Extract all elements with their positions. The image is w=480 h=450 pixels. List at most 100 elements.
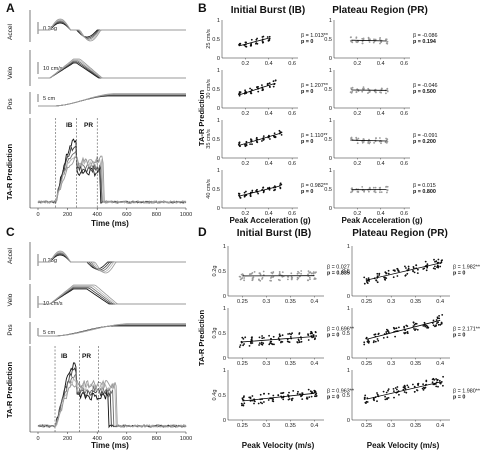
data-point xyxy=(312,271,315,273)
data-point xyxy=(258,342,261,344)
data-point xyxy=(238,275,241,278)
data-point xyxy=(387,389,389,392)
position-trace xyxy=(38,323,186,337)
y-tick-label: 1 xyxy=(223,368,226,374)
regression-line xyxy=(239,132,281,146)
data-point xyxy=(244,41,247,44)
beta-value: β = 1.013** xyxy=(301,33,329,39)
y-tick-label: 0.5 xyxy=(212,87,220,93)
data-point xyxy=(238,194,240,197)
data-point xyxy=(274,136,277,139)
data-point xyxy=(424,325,427,328)
data-point xyxy=(363,398,366,400)
data-point xyxy=(368,138,370,141)
data-point xyxy=(309,332,312,335)
data-point xyxy=(350,138,353,140)
data-point xyxy=(367,92,369,94)
p-value: p = 0 xyxy=(453,333,465,339)
beta-value: β = 0.982** xyxy=(301,183,329,189)
data-point xyxy=(387,272,390,275)
data-point xyxy=(243,277,246,279)
x-tick-label: 400 xyxy=(93,212,102,218)
data-point xyxy=(382,390,385,393)
data-point xyxy=(310,395,313,398)
data-point xyxy=(307,388,310,391)
y-tick-label: 0.5 xyxy=(324,137,332,143)
data-point xyxy=(268,82,271,85)
data-point xyxy=(287,276,290,278)
x-tick-label: 0.2 xyxy=(353,211,361,217)
data-point xyxy=(257,402,260,405)
data-point xyxy=(368,190,370,193)
data-point xyxy=(257,90,260,93)
data-point xyxy=(238,43,241,46)
data-point xyxy=(271,397,274,400)
data-point xyxy=(271,400,274,402)
data-point xyxy=(262,89,264,91)
data-point xyxy=(249,87,252,90)
data-point xyxy=(442,384,444,387)
data-point xyxy=(279,187,282,190)
data-point xyxy=(416,389,419,392)
y-tick-label: 0 xyxy=(217,156,220,162)
data-point xyxy=(314,271,317,274)
data-point xyxy=(250,38,253,41)
data-point xyxy=(379,37,381,39)
data-point xyxy=(259,279,262,282)
data-point xyxy=(267,392,270,395)
data-point xyxy=(250,342,252,345)
data-point xyxy=(416,272,419,274)
data-point xyxy=(300,272,302,275)
data-point xyxy=(386,189,389,191)
data-point xyxy=(374,340,377,343)
x-tick-label: 0.3 xyxy=(263,423,271,429)
y-tick-label: 1 xyxy=(329,18,332,24)
data-point xyxy=(273,189,275,192)
data-point xyxy=(412,321,415,324)
scale-label-velo: 10 cm/s xyxy=(43,66,63,72)
data-point xyxy=(248,273,251,276)
data-point xyxy=(313,391,316,394)
y-tick-label: 0.5 xyxy=(218,331,226,337)
y-tick-label: 0 xyxy=(329,56,332,62)
beta-value: β = 0.027 xyxy=(327,265,350,271)
data-point xyxy=(424,260,427,263)
data-point xyxy=(281,341,284,343)
panel-d: Initial Burst (IB) Plateau Region (PR) T… xyxy=(197,228,480,450)
x-tick-label: 0.2 xyxy=(353,61,361,67)
x-tick-label: 600 xyxy=(122,212,131,218)
data-point xyxy=(431,378,434,381)
data-point xyxy=(270,276,273,278)
data-point xyxy=(245,45,248,48)
data-point xyxy=(315,335,317,337)
data-point xyxy=(278,335,281,337)
data-point xyxy=(301,392,303,394)
data-point xyxy=(438,317,441,320)
data-point xyxy=(421,387,424,390)
data-point xyxy=(380,142,382,145)
x-tick-label: 0.25 xyxy=(237,423,248,429)
data-point xyxy=(415,322,418,325)
row-label-velo: Velo xyxy=(7,66,14,79)
data-point xyxy=(437,321,439,324)
y-tick-label: 0 xyxy=(347,418,350,424)
column-title-initial-burst: Initial Burst (IB) xyxy=(237,228,311,239)
data-point xyxy=(441,259,443,261)
data-point xyxy=(277,394,280,397)
data-point xyxy=(263,392,265,395)
data-point xyxy=(278,333,281,336)
data-point xyxy=(250,336,253,339)
data-point xyxy=(372,41,375,44)
x-axis-label-right: Peak Velocity (m/s) xyxy=(367,441,440,450)
prediction-trace xyxy=(37,145,187,204)
data-point xyxy=(392,276,395,279)
data-point xyxy=(244,89,247,92)
data-point xyxy=(434,383,437,385)
x-tick-label: 0.6 xyxy=(400,161,408,167)
y-tick-label: 0.5 xyxy=(324,87,332,93)
data-point xyxy=(278,129,281,132)
data-point xyxy=(422,383,424,386)
data-point xyxy=(291,399,293,402)
data-point xyxy=(270,337,272,340)
data-point xyxy=(272,394,275,397)
